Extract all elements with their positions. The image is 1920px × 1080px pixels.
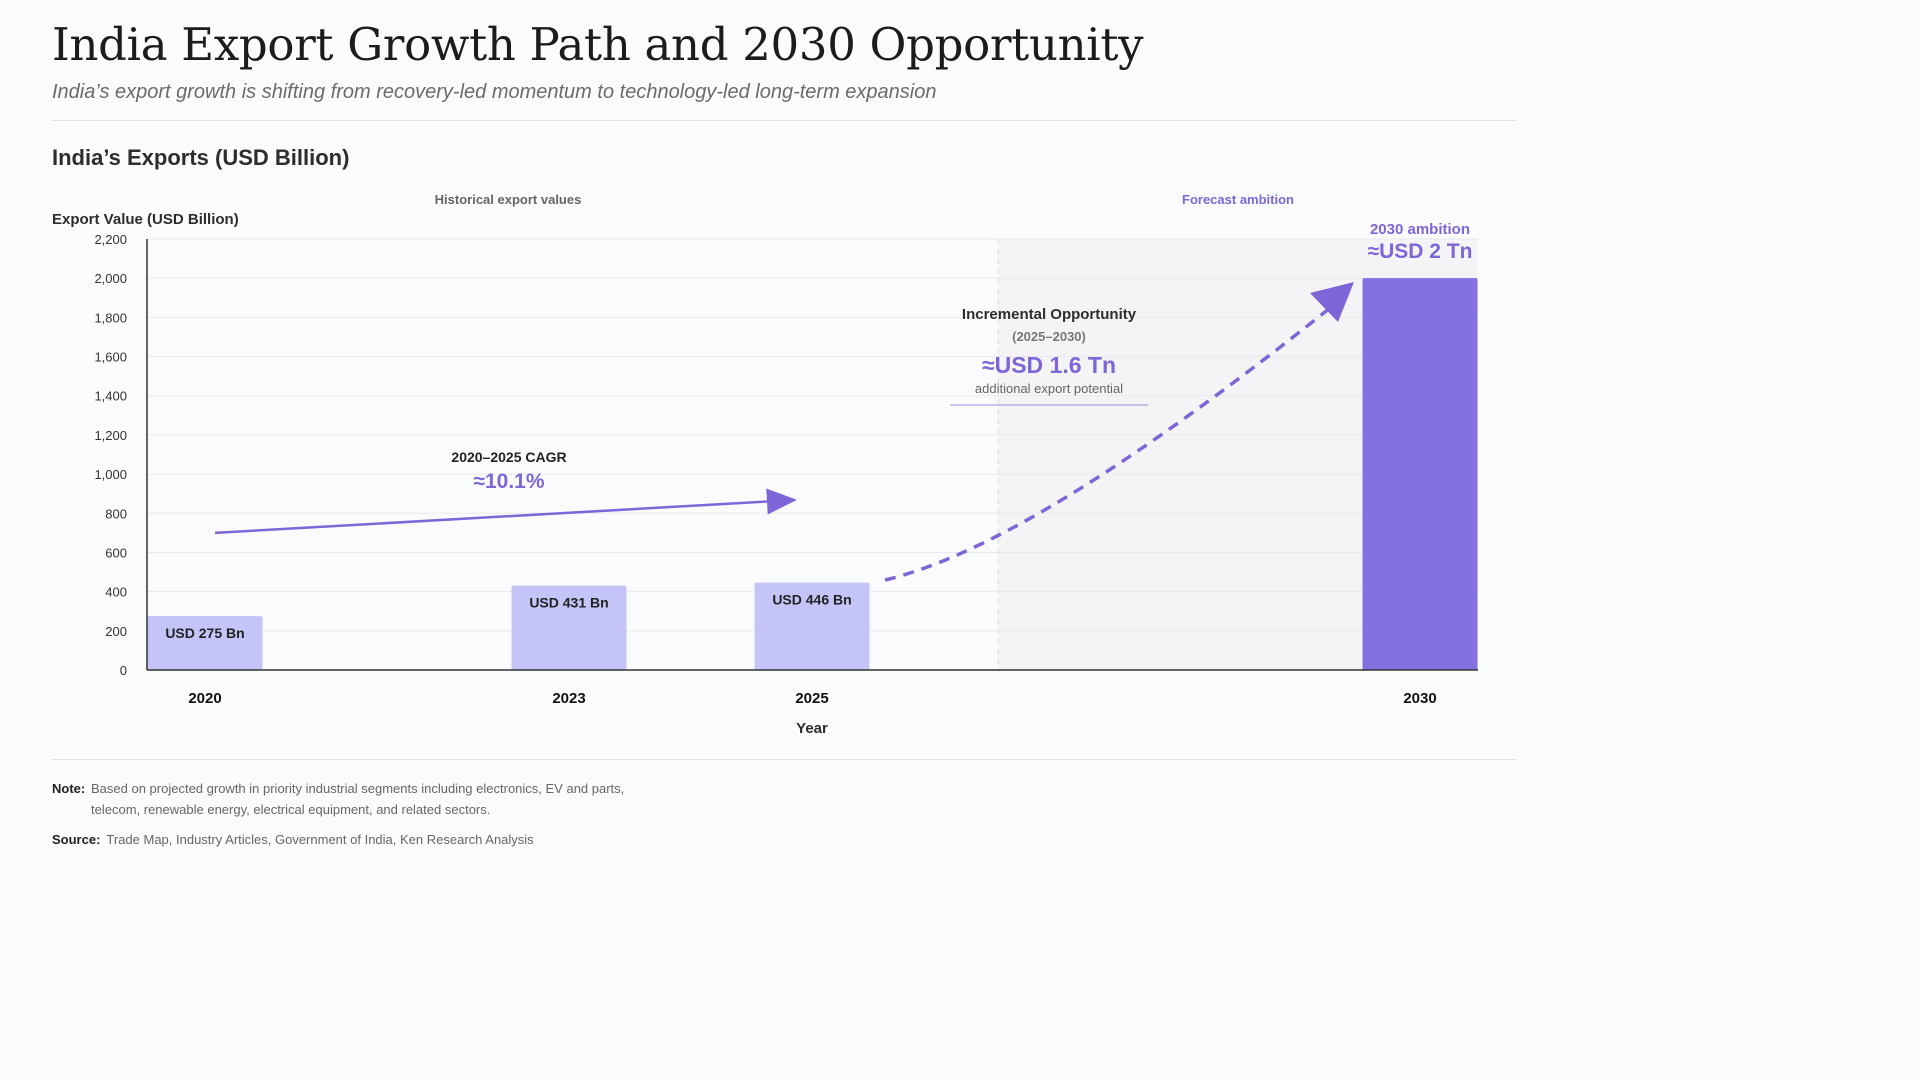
incremental-title: Incremental Opportunity [962, 306, 1137, 323]
incremental-value: ≈USD 1.6 Tn [982, 352, 1116, 378]
y-tick-label: 800 [105, 506, 127, 521]
ambition-label: 2030 ambition [1370, 221, 1470, 238]
y-tick-label: 200 [105, 624, 127, 639]
chart-title: India’s Exports (USD Billion) [52, 145, 350, 170]
bar-2020 [147, 616, 263, 670]
bar-2030 [1362, 278, 1478, 670]
footer-divider [52, 759, 1516, 760]
ambition-value: ≈USD 2 Tn [1368, 240, 1473, 263]
chart-canvas: 0 200 400 600 800 1,000 1,200 1,400 1,600 1,800 2,… [52, 192, 1478, 737]
forecast-region-label: Forecast ambition [1182, 192, 1294, 207]
growth-path-curve [884, 298, 1342, 582]
y-tick-label: 1,800 [94, 310, 127, 325]
cagr-value: ≈10.1% [473, 470, 544, 493]
x-tick-label: 2023 [552, 690, 585, 707]
y-tick-labels: 0 200 400 600 800 1,000 1,200 1,400 1,600 1,800 2,… [94, 232, 127, 678]
incremental-caption: additional export potential [975, 381, 1123, 396]
x-tick-label: 2025 [795, 690, 828, 707]
x-axis-label: Year [796, 720, 828, 737]
source-text: Trade Map, Industry Articles, Government… [106, 832, 534, 847]
y-axis-label: Export Value (USD Billion) [52, 211, 239, 228]
y-tick-label: 2,000 [94, 271, 127, 286]
x-tick-label: 2030 [1403, 690, 1436, 707]
bar-labels: USD 275 Bn USD 431 Bn USD 446 Bn [165, 592, 851, 642]
bar-2023 [511, 585, 627, 670]
y-tick-label: 1,000 [94, 467, 127, 482]
page-subtitle: India’s export growth is shifting from r… [52, 81, 937, 103]
x-tick-label: 2020 [188, 690, 221, 707]
cagr-arrow [214, 500, 768, 535]
source-label: Source: [52, 832, 101, 847]
bar-label-2025: USD 446 Bn [772, 592, 851, 608]
y-tick-label: 1,200 [94, 428, 127, 443]
y-tick-label: 1,400 [94, 389, 127, 404]
x-tick-labels: 2020 2023 2025 2030 [188, 690, 1436, 707]
y-tick-label: 1,600 [94, 350, 127, 365]
incremental-period: (2025–2030) [1012, 329, 1086, 344]
y-tick-label: 400 [105, 585, 127, 600]
note-label: Note: [52, 781, 86, 796]
cagr-label: 2020–2025 CAGR [451, 449, 566, 465]
bars [147, 278, 1478, 670]
historical-region-label: Historical export values [435, 192, 582, 207]
bar-2025 [754, 582, 870, 670]
page-title: India Export Growth Path and 2030 Opport… [52, 18, 1144, 71]
cagr-arrow-head [766, 488, 797, 515]
bar-label-2023: USD 431 Bn [529, 595, 608, 611]
footnote: Note: Based on projected growth in prior… [52, 778, 624, 817]
growth-path-arrow-head [1310, 282, 1354, 322]
header-divider [52, 120, 1516, 121]
y-tick-label: 0 [120, 663, 127, 678]
bar-label-2020: USD 275 Bn [165, 625, 244, 641]
y-tick-label: 2,200 [94, 232, 127, 247]
source-line: Source: Trade Map, Industry Articles, Gov… [52, 832, 534, 847]
y-tick-label: 600 [105, 545, 127, 560]
note-text: Based on projected growth in priority in… [91, 781, 625, 817]
